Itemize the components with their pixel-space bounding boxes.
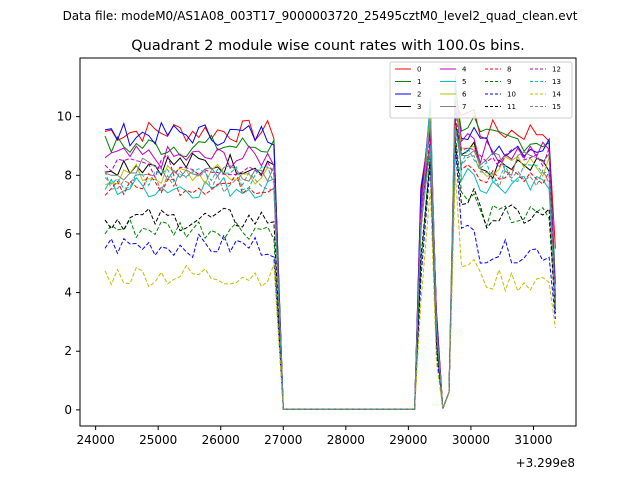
x-tick-label: 26000 bbox=[202, 433, 240, 447]
x-tick-label: 31000 bbox=[514, 433, 552, 447]
plot-lines bbox=[104, 75, 556, 410]
series-line-15 bbox=[104, 128, 556, 410]
legend-label-13: 13 bbox=[552, 78, 561, 86]
x-tick-label: 27000 bbox=[264, 433, 302, 447]
legend-label-11: 11 bbox=[507, 103, 516, 111]
series-line-13 bbox=[104, 125, 556, 410]
y-axis: 0 2 4 6 8 10 bbox=[57, 110, 80, 417]
y-tick-label: 6 bbox=[64, 227, 72, 241]
legend-label-10: 10 bbox=[507, 91, 516, 99]
legend-label-8: 8 bbox=[507, 66, 511, 74]
legend-label-0: 0 bbox=[417, 66, 421, 74]
y-tick-label: 4 bbox=[64, 286, 72, 300]
legend-box bbox=[389, 61, 573, 119]
series-line-8 bbox=[104, 119, 556, 410]
axes-frame bbox=[79, 57, 577, 427]
y-tick-label: 10 bbox=[57, 110, 72, 124]
x-tick-label: 29000 bbox=[389, 433, 427, 447]
legend-label-14: 14 bbox=[552, 91, 561, 99]
y-tick-label: 8 bbox=[64, 168, 72, 182]
y-tick-label: 2 bbox=[64, 344, 72, 358]
x-offset-text: +3.299e8 bbox=[516, 456, 575, 470]
x-tick-label: 25000 bbox=[139, 433, 177, 447]
x-tick-label: 28000 bbox=[327, 433, 365, 447]
legend-label-15: 15 bbox=[552, 103, 561, 111]
legend-label-2: 2 bbox=[417, 91, 421, 99]
legend-label-6: 6 bbox=[462, 91, 467, 99]
legend-label-5: 5 bbox=[462, 78, 466, 86]
legend-label-9: 9 bbox=[507, 78, 511, 86]
x-tick-label: 24000 bbox=[77, 433, 115, 447]
legend-label-12: 12 bbox=[552, 66, 561, 74]
legend-label-1: 1 bbox=[417, 78, 421, 86]
suptitle: Data file: modeM0/AS1A08_003T17_90000037… bbox=[63, 9, 578, 23]
y-tick-label: 0 bbox=[64, 403, 72, 417]
legend-label-3: 3 bbox=[417, 103, 421, 111]
x-axis: 24000 25000 26000 27000 28000 29000 30000 31000 bbox=[77, 426, 553, 447]
legend-label-4: 4 bbox=[462, 66, 467, 74]
chart-title: Quadrant 2 module wise count rates with … bbox=[131, 38, 525, 54]
x-tick-label: 30000 bbox=[452, 433, 490, 447]
legend-label-7: 7 bbox=[462, 103, 466, 111]
series-line-10 bbox=[104, 145, 556, 410]
